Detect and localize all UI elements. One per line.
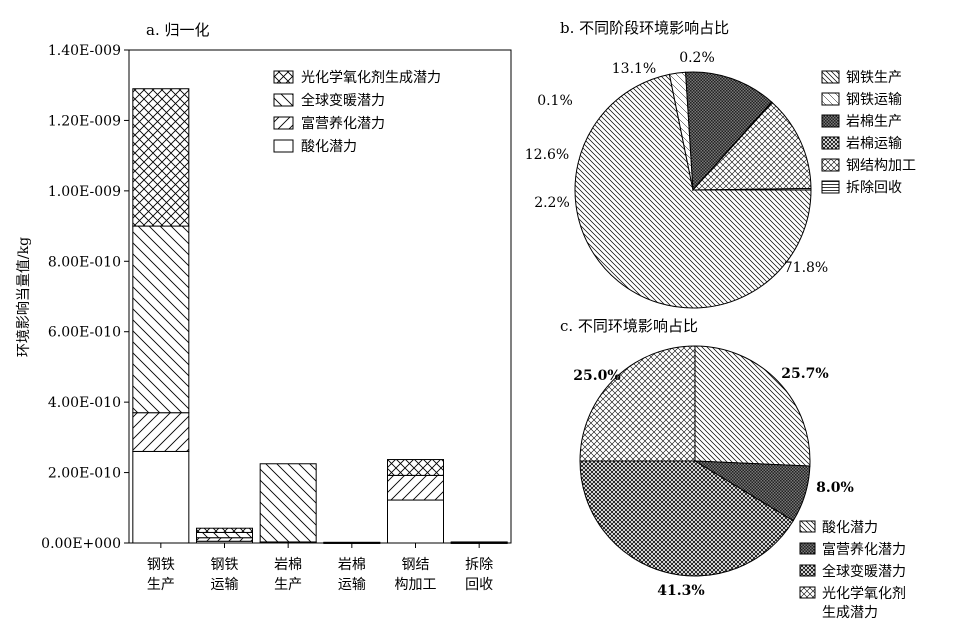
legend-swatch-global_warming [799,564,816,577]
pie-slice-photochemical [579,345,696,462]
legend-label-wool_production: 岩棉生产 [846,113,902,130]
legend-swatch-acidification [273,139,294,153]
bar-plot-frame [128,49,512,544]
legend-swatch-eutrophication [273,116,294,130]
y-tick-label: 2.00E-010 [48,466,121,482]
bar-segment-global_warming [323,541,381,544]
x-tick-label: 岩棉 [274,556,302,573]
pie-value-label-wool_production: 12.6% [525,147,569,163]
stage-pie-panel: b. 不同阶段环境影响占比 71.8% 2.2% 12.6% 0.1% 13.1% 0.2… [525,19,916,309]
legend-swatch-steel_production [821,70,840,84]
legend-label-steel_production: 钢铁生产 [846,70,902,86]
pie-value-label-steel_fabrication: 13.1% [612,61,656,77]
legend-label-steel_fabrication: 钢结构加工 [846,158,916,174]
x-tick-label: 运输 [338,577,366,593]
pie-slice-acidification [694,345,811,467]
impact-pie-panel: c. 不同环境影响占比 25.7% 8.0% 41.3% 25.0% 酸化潜力富营养化… [560,317,906,621]
impact-pie-title: c. 不同环境影响占比 [560,317,698,335]
bar-segment-photochemical [196,527,253,533]
legend-label-global_warming: 全球变暖潜力 [301,92,385,109]
legend-swatch-wool_transport [821,136,840,150]
bar-segment-acidification [132,450,190,544]
legend-swatch-demolition [821,180,840,194]
pie-slice-global_warming [579,460,794,577]
bar-segment-global_warming [132,225,190,414]
pie-value-label-wool_transport: 0.1% [537,93,573,109]
legend-label-eutrophication: 富营养化潜力 [822,541,906,558]
stage-pie-title: b. 不同阶段环境影响占比 [560,19,729,37]
bar-segment-eutrophication [132,412,190,452]
y-axis-label: 环境影响当量值/kg [16,237,32,357]
legend-swatch-photochemical [799,586,816,599]
bar-segment-eutrophication [387,474,444,501]
pie-value-label-demolition: 0.2% [679,50,715,66]
x-tick-label: 钢铁 [211,557,239,573]
pie-value-label-acidification: 25.7% [781,366,828,382]
x-tick-label: 构加工 [395,577,437,593]
y-tick-label: 6.00E-010 [48,325,121,341]
legend-swatch-global_warming [273,93,294,107]
bar-segment-photochemical [132,88,190,227]
pie-value-label-photochemical: 25.0% [573,368,620,384]
pie-value-label-eutrophication: 8.0% [816,480,854,496]
y-tick-label: 8.00E-010 [48,254,121,270]
legend-swatch-steel_fabrication [821,158,840,172]
pie-slice-steel_production [574,73,812,309]
y-tick-label: 0.00E+000 [41,536,121,552]
legend-label-steel_transport: 钢铁运输 [846,92,902,108]
legend-swatch-acidification [799,520,816,533]
y-tick-label: 4.00E-010 [48,395,121,411]
legend-label-global_warming: 全球变暖潜力 [822,563,906,580]
x-tick-label: 回收 [465,577,493,593]
x-tick-label: 岩棉 [338,556,366,573]
legend-swatch-steel_transport [821,92,840,106]
x-tick-label: 钢铁 [147,557,175,573]
bar-segment-global_warming [450,541,508,544]
legend-label-photochemical: 光化学氧化剂 [822,586,906,602]
y-tick-label: 1.20E-009 [48,113,121,129]
legend-label-eutrophication: 富营养化潜力 [301,115,385,132]
legend-label-photochemical: 光化学氧化剂生成潜力 [301,70,441,86]
pie-slice-demolition [692,188,812,191]
bar-segment-eutrophication [196,537,253,542]
legend-swatch-photochemical [273,70,294,84]
y-tick-label: 1.00E-009 [48,184,121,200]
bar-segment-photochemical [387,459,444,476]
bar-segment-acidification [387,499,444,544]
legend-label-wool_transport: 岩棉运输 [846,135,902,152]
x-tick-label: 生产 [274,577,302,593]
pie-slice-steel_fabrication [691,101,812,191]
pie-value-label-steel_production: 71.8% [784,260,828,276]
legend-label-photochemical: 生成潜力 [822,605,878,621]
bar-chart-title: a. 归一化 [146,21,209,39]
y-tick-label: 1.40E-009 [48,43,121,59]
bar-chart-panel: a. 归一化 环境影响当量值/kg 0.00E+000 2.00E-010 4.00… [16,21,512,593]
x-tick-label: 钢结 [402,557,430,573]
bar-segment-global_warming [196,531,253,539]
legend-label-demolition: 拆除回收 [846,180,902,196]
legend-swatch-wool_production [821,114,840,128]
bar-segment-global_warming [259,463,317,543]
x-tick-label: 拆除 [465,557,493,573]
pie-value-label-steel_transport: 2.2% [534,195,570,211]
legend-label-acidification: 酸化潜力 [301,139,357,155]
legend-swatch-eutrophication [799,542,816,555]
pie-slice-wool_production [685,71,773,192]
pie-value-label-global_warming: 41.3% [657,583,704,599]
legend-label-acidification: 酸化潜力 [822,520,878,536]
x-tick-label: 生产 [147,577,175,593]
x-tick-label: 运输 [211,577,239,593]
